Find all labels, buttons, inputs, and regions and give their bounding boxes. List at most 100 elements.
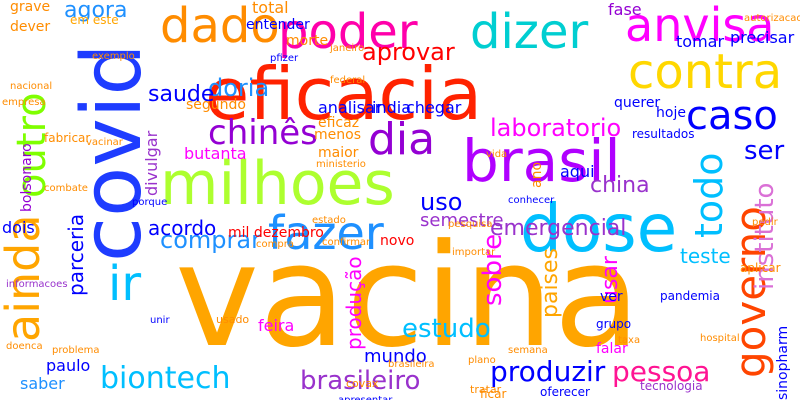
word-vida: vida (486, 149, 508, 160)
word-mundo: mundo (364, 346, 427, 367)
word-producao: produção (342, 256, 366, 350)
word-acordo: acordo (148, 216, 217, 240)
word-bolsonaro: bolsonaro (19, 143, 35, 212)
word-semana: semana (508, 345, 548, 356)
word-exemplo: exemplo (92, 51, 135, 62)
word-hospital: hospital (700, 333, 740, 344)
word-falar: falar (596, 341, 628, 357)
word-dose: dose (520, 190, 678, 267)
word-pesquisa: pesquisa (448, 219, 493, 230)
word-ser: ser (744, 136, 785, 166)
word-china: china (590, 173, 650, 198)
word-laboratorio: laboratorio (490, 114, 622, 142)
word-tecnologia: tecnologia (640, 379, 703, 393)
word-vacina: vacina (175, 214, 641, 379)
word-apresentar: apresentar (338, 396, 392, 400)
word-janeiro: janeiro (330, 43, 365, 54)
word-saber: saber (20, 374, 65, 393)
word-sobre: sobre (478, 233, 508, 306)
word-covax: covax (346, 377, 379, 390)
word-hoje: hoje (656, 105, 686, 121)
word-nacional: nacional (10, 81, 53, 92)
word-empresa: empresa (2, 97, 46, 108)
word-aprovar: aprovar (362, 38, 455, 66)
word-fabricar: fabricar (44, 131, 91, 145)
word-federal: federal (330, 75, 366, 86)
word-ano: ano (529, 161, 545, 188)
word-eficaz: eficaz (318, 115, 360, 131)
word-uso: uso (420, 188, 463, 216)
word-sinopharm: sinopharm (775, 325, 791, 400)
word-dizer: dizer (470, 4, 589, 60)
word-informacoes: informacoes (6, 279, 68, 290)
word-teste: teste (680, 244, 731, 268)
word-compra: compra (256, 239, 294, 250)
word-caso: caso (686, 93, 778, 139)
word-india: india (372, 98, 411, 117)
word-aqui: aqui (560, 162, 595, 181)
word-em-este: em este (70, 13, 119, 27)
word-paulo: paulo (46, 356, 91, 375)
word-conhecer: conhecer (508, 195, 555, 206)
word-porque: porque (132, 197, 168, 208)
word-emergencial: emergencial (490, 216, 627, 241)
word-problema: problema (52, 345, 100, 356)
word-saude: saude (148, 82, 215, 107)
word-pandemia: pandemia (660, 289, 720, 303)
word-aplicar: aplicar (740, 261, 781, 275)
word-biontech: biontech (100, 361, 231, 396)
word-contra: contra (628, 44, 783, 100)
word-analisar: analisar (318, 98, 382, 117)
word-doria: doria (208, 74, 270, 102)
word-dia: dia (368, 114, 436, 165)
word-parceria: parceria (64, 213, 88, 296)
word-maior: maior (318, 145, 359, 161)
word-entender: entender (246, 17, 310, 33)
word-chegar: chegar (406, 98, 462, 117)
word-dois: dois (2, 218, 35, 237)
word-querer: querer (614, 95, 661, 111)
word-brasileiro: brasileiro (300, 366, 421, 396)
word-mil-dezembro: mil dezembro (228, 225, 324, 241)
word-feira: feira (258, 316, 295, 335)
word-doenca: doenca (6, 341, 43, 352)
word-semestre: semestre (420, 210, 504, 231)
word-brasileira: brasileira (388, 359, 435, 370)
word-chines: chinês (208, 113, 318, 153)
word-precisar: precisar (730, 28, 795, 47)
word-anvisa: anvisa (625, 0, 775, 52)
word-tomar: tomar (676, 32, 725, 51)
word-todo: todo (687, 152, 731, 238)
word-agora: agora (64, 0, 128, 23)
word-fase: fase (608, 0, 642, 19)
word-ver: ver (600, 289, 623, 305)
word-taxa: taxa (618, 335, 641, 346)
word-butanta: butanta (184, 144, 247, 163)
word-autorizacao: autorizacao (744, 13, 800, 24)
word-combate: combate (44, 183, 88, 194)
word-pedir: pedir (752, 217, 778, 228)
word-poder: poder (278, 4, 418, 60)
word-confirmar: confirmar (322, 237, 371, 248)
word-usado: usado (216, 313, 250, 326)
word-comprar: comprar (160, 226, 261, 254)
word-eficacia: eficacia (205, 52, 483, 136)
word-menos: menos (314, 127, 361, 143)
word-plano: plano (468, 355, 496, 366)
word-novo: novo (380, 233, 415, 249)
word-dever: dever (10, 19, 51, 35)
word-importar: importar (452, 247, 496, 258)
word-pfizer: pfizer (270, 53, 299, 64)
word-morte: morte (286, 33, 329, 49)
word-unir: unir (150, 315, 170, 326)
word-dado: dado (160, 0, 280, 54)
word-brasil: brasil (462, 127, 621, 195)
word-estudo: estudo (402, 314, 491, 344)
word-vacinar: vacinar (86, 137, 123, 148)
word-ir: ir (108, 256, 142, 312)
word-grave: grave (10, 0, 51, 15)
word-total: total (252, 0, 289, 17)
word-milhoes: milhoes (160, 149, 395, 219)
word-paises: paises (538, 247, 563, 318)
